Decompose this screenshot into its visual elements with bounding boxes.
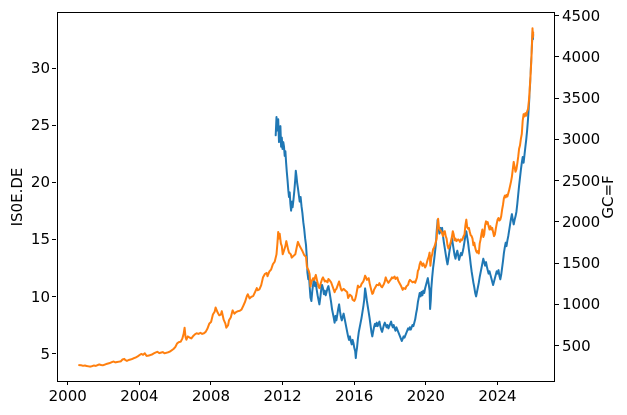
y-right-tick-mark: [555, 180, 559, 182]
x-tick-mark: [282, 381, 284, 385]
plot-area: [57, 12, 555, 382]
x-tick-mark: [496, 381, 498, 385]
y-left-axis-label: IS0E.DE: [8, 167, 26, 227]
y-right-tick-mark: [555, 56, 559, 58]
y-left-tick-mark: [52, 124, 56, 126]
y-left-tick-label: 5: [40, 344, 50, 363]
x-tick-label: 2016: [335, 387, 374, 405]
y-left-tick-label: 15: [30, 230, 50, 249]
y-right-tick-mark: [555, 138, 559, 140]
x-tick-label: 2024: [478, 387, 517, 405]
x-tick-label: 2008: [191, 387, 231, 405]
x-tick-label: 2020: [406, 387, 445, 405]
y-left-tick-label: 30: [30, 59, 50, 77]
y-right-tick-label: 3500: [562, 89, 601, 108]
x-tick-label: 2012: [263, 387, 302, 405]
x-tick-mark: [67, 381, 69, 385]
x-tick-mark: [353, 381, 355, 385]
series-line-IS0E.DE: [274, 29, 535, 360]
chart-canvas: [78, 27, 535, 368]
y-right-tick-mark: [555, 97, 559, 99]
x-tick-mark: [425, 381, 427, 385]
y-left-tick-mark: [52, 238, 56, 240]
y-right-tick-label: 1000: [562, 295, 601, 314]
y-left-tick-label: 20: [30, 173, 50, 192]
y-right-tick-label: 4500: [562, 6, 601, 25]
y-right-axis-label: GC=F: [599, 175, 617, 219]
y-left-tick-mark: [52, 67, 56, 69]
series-line-GC=F: [78, 27, 535, 368]
y-right-tick-mark: [555, 262, 559, 264]
y-right-tick-label: 2500: [562, 171, 601, 190]
y-left-tick-mark: [52, 353, 56, 355]
y-right-tick-mark: [555, 345, 559, 347]
y-right-tick-mark: [555, 303, 559, 305]
y-right-tick-label: 2000: [562, 212, 601, 231]
y-left-tick-mark: [52, 296, 56, 298]
y-left-tick-label: 10: [30, 287, 50, 306]
y-right-tick-label: 4000: [562, 47, 601, 66]
y-right-tick-mark: [555, 15, 559, 17]
y-left-tick-mark: [52, 181, 56, 183]
x-tick-mark: [138, 381, 140, 385]
y-right-tick-mark: [555, 221, 559, 223]
x-tick-mark: [210, 381, 212, 385]
y-right-tick-label: 1500: [562, 254, 601, 273]
y-right-tick-label: 500: [562, 336, 591, 355]
y-right-tick-label: 3000: [562, 130, 601, 149]
y-left-tick-label: 25: [30, 116, 50, 135]
x-tick-label: 2000: [48, 387, 87, 405]
x-tick-label: 2004: [120, 387, 159, 405]
